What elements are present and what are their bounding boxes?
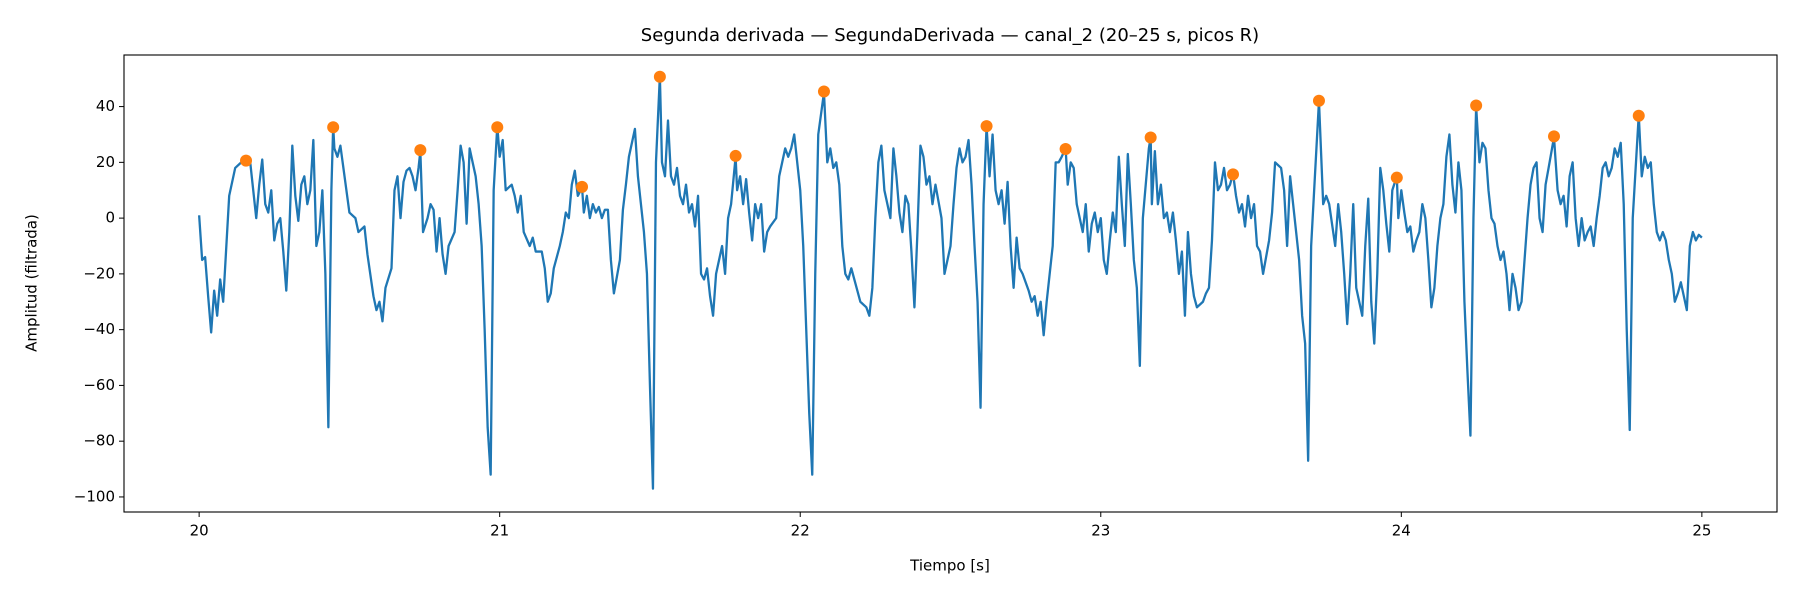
peak-marker (980, 120, 993, 133)
y-tick-label: −20 (83, 264, 115, 282)
peak-marker (1547, 130, 1560, 143)
y-tick-label: −80 (83, 432, 115, 450)
y-tick-label: −100 (74, 487, 115, 505)
y-tick-label: −40 (83, 320, 115, 338)
x-tick-label: 25 (1692, 522, 1711, 540)
x-tick-label: 21 (490, 522, 509, 540)
peak-marker (1059, 142, 1072, 155)
peak-marker (1390, 171, 1403, 184)
x-tick-label: 22 (791, 522, 810, 540)
peak-marker (240, 154, 253, 167)
x-tick-label: 24 (1392, 522, 1411, 540)
axes-frame (123, 54, 1778, 513)
peak-marker (1312, 94, 1325, 107)
peak-marker (327, 121, 340, 134)
chart-title: Segunda derivada — SegundaDerivada — can… (641, 25, 1259, 46)
peak-marker (817, 85, 830, 98)
y-tick-label: −60 (83, 376, 115, 394)
y-tick-label: 0 (105, 209, 115, 227)
peak-marker (653, 70, 666, 83)
plot-area (197, 70, 1703, 490)
peak-marker (729, 149, 742, 162)
peak-marker (1470, 99, 1483, 112)
signal-line (197, 74, 1703, 490)
peak-marker (491, 121, 504, 134)
y-tick-label: 40 (96, 97, 115, 115)
peak-marker (414, 144, 427, 157)
x-tick-label: 23 (1091, 522, 1110, 540)
peak-marker (1632, 109, 1645, 122)
y-tick-label: 20 (96, 153, 115, 171)
peak-marker (1144, 131, 1157, 144)
peak-marker (576, 180, 589, 193)
peak-marker (1227, 168, 1240, 181)
x-axis-label: Tiempo [s] (909, 557, 990, 575)
y-axis-label: Amplitud (filtrada) (23, 214, 41, 352)
x-tick-label: 20 (190, 522, 209, 540)
